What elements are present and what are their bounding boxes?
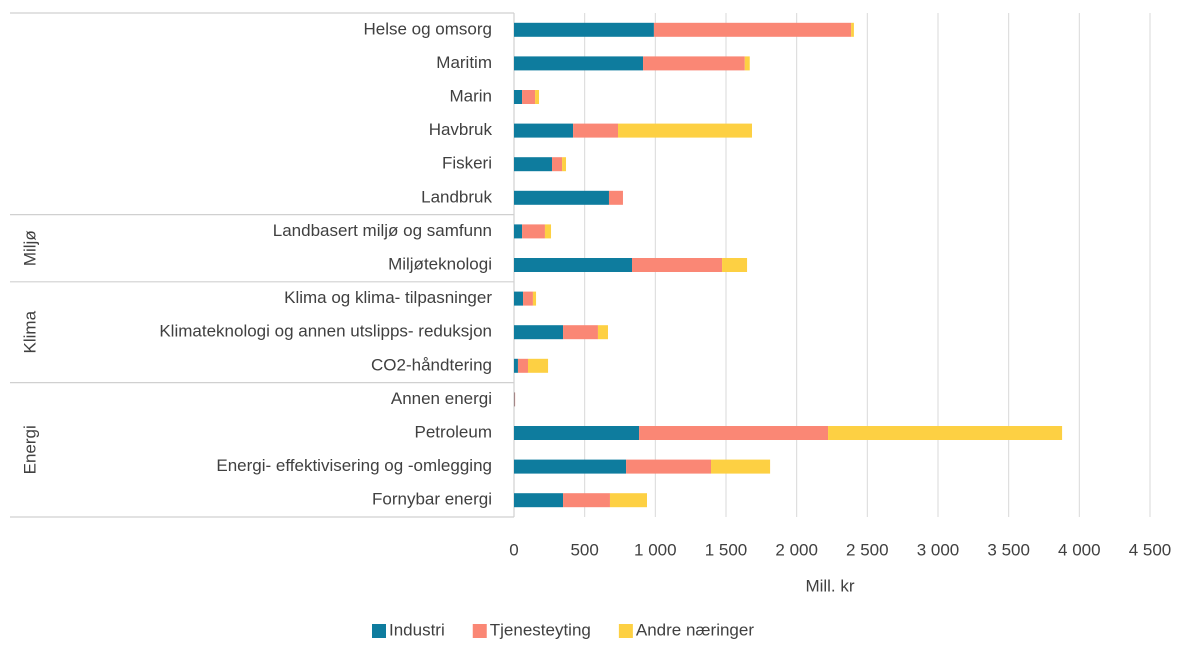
y-tick-label: Miljøteknologi	[388, 254, 492, 273]
bar-segment	[522, 90, 536, 104]
y-tick-label: Maritim	[436, 53, 492, 72]
x-tick-label: 2 500	[846, 540, 889, 559]
bar-segment	[563, 325, 598, 340]
bar-segment	[828, 426, 1063, 440]
bar-segment	[609, 493, 647, 508]
x-tick-label: 1 500	[705, 540, 748, 559]
bar-segment	[643, 56, 745, 71]
x-tick-label: 0	[509, 540, 518, 559]
bar-segment	[514, 258, 633, 272]
bar-segment	[514, 90, 523, 104]
bar-segment	[562, 157, 567, 172]
bar-segment	[514, 56, 644, 71]
legend-label: Andre næringer	[636, 620, 754, 639]
bar-segment	[514, 190, 609, 205]
bar-segment	[573, 123, 619, 138]
y-tick-label: Klima og klima- tilpasninger	[284, 288, 492, 307]
y-tick-label: Havbruk	[429, 120, 493, 139]
x-tick-label: 500	[570, 540, 598, 559]
y-tick-label: Annen energi	[391, 389, 492, 408]
y-tick-label: CO2-håndtering	[371, 355, 492, 374]
bar-segment	[514, 358, 518, 373]
x-tick-label: 3 000	[917, 540, 960, 559]
bar-segment	[514, 22, 654, 37]
x-tick-label: 4 500	[1129, 540, 1172, 559]
y-tick-label: Klimateknologi og annen utslipps- reduks…	[159, 322, 492, 341]
y-tick-label: Landbasert miljø og samfunn	[273, 221, 492, 240]
y-tick-label: Marin	[449, 86, 492, 105]
bar-segment	[522, 224, 545, 239]
x-tick-label: 1 000	[634, 540, 677, 559]
bar-segment	[552, 157, 563, 172]
bar-segment	[722, 258, 748, 272]
x-tick-label: 2 000	[775, 540, 818, 559]
y-tick-label: Helse og omsorg	[363, 19, 492, 38]
x-tick-label: 3 500	[987, 540, 1030, 559]
bar-segment	[514, 459, 627, 474]
group-label: Energi	[20, 425, 39, 474]
y-tick-label: Landbruk	[421, 187, 492, 206]
bar-segment	[514, 392, 516, 407]
bar-segment	[626, 459, 712, 474]
bar-segment	[544, 224, 552, 239]
y-tick-label: Energi- effektivisering og -omlegging	[216, 456, 492, 475]
bar-segment	[532, 291, 537, 306]
legend-label: Industri	[389, 620, 445, 639]
y-tick-label: Fiskeri	[442, 154, 492, 173]
bar-segment	[535, 90, 540, 104]
bar-segment	[563, 493, 610, 508]
legend-swatch	[618, 624, 633, 638]
bar-segment	[517, 358, 528, 373]
bar-segment	[514, 493, 564, 508]
bar-segment	[523, 291, 533, 306]
bar-segment	[514, 325, 564, 340]
bar-segment	[514, 224, 523, 239]
x-axis-title: Mill. kr	[805, 576, 854, 595]
bar-segment	[514, 291, 524, 306]
bar-segment	[597, 325, 608, 340]
bar-segment	[711, 459, 771, 474]
bar-segment	[744, 56, 750, 71]
legend-swatch	[372, 624, 386, 638]
x-tick-label: 4 000	[1058, 540, 1101, 559]
group-label: Klima	[20, 310, 39, 353]
bar-segment	[514, 157, 553, 172]
legend-swatch	[472, 624, 487, 638]
group-label: Miljø	[20, 230, 39, 266]
bar-segment	[653, 22, 852, 37]
bar-segment	[632, 258, 723, 272]
y-tick-label: Petroleum	[415, 422, 492, 441]
bar-segment	[639, 426, 829, 440]
bar-segment	[514, 426, 640, 440]
bar-segment	[608, 190, 623, 205]
bar-segment	[851, 22, 854, 37]
y-tick-label: Fornybar energi	[372, 490, 492, 509]
bar-segment	[527, 358, 549, 373]
bar-segment	[514, 123, 574, 138]
legend-label: Tjenesteyting	[490, 620, 591, 639]
bar-segment	[618, 123, 753, 138]
